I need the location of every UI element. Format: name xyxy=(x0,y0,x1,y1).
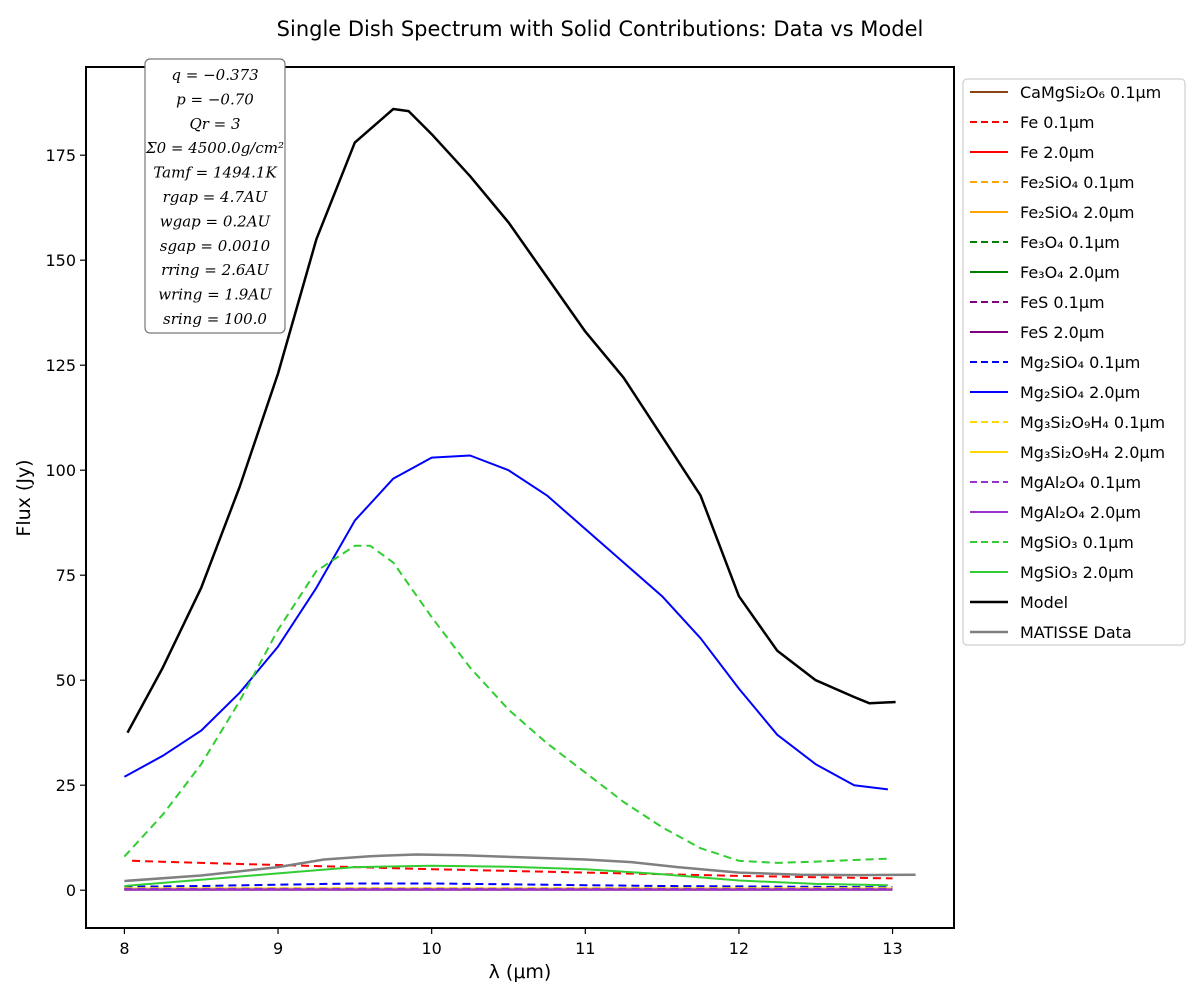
parameter-line: p = −0.70 xyxy=(176,90,254,108)
x-axis: 8 9 10 11 12 13 xyxy=(119,928,903,958)
legend-label: MgSiO₃ 2.0μm xyxy=(1020,563,1134,582)
parameter-line: Σ0 = 4500.0g/cm² xyxy=(145,139,284,157)
parameter-line: sgap = 0.0010 xyxy=(160,237,271,255)
legend-label: Mg₂SiO₄ 2.0μm xyxy=(1020,383,1140,402)
series-line-mgsio-2-0-m xyxy=(124,864,888,887)
y-tick-label: 100 xyxy=(45,461,76,480)
legend-label: FeS 0.1μm xyxy=(1020,293,1105,312)
legend-label: Fe 2.0μm xyxy=(1020,143,1094,162)
parameter-line: q = −0.373 xyxy=(171,66,258,84)
plot-area-frame xyxy=(85,66,955,929)
series-line-model xyxy=(126,107,896,734)
x-tick-label: 10 xyxy=(421,939,441,958)
y-tick-label: 175 xyxy=(45,146,76,165)
chart-title: Single Dish Spectrum with Solid Contribu… xyxy=(277,17,924,41)
x-axis-label: λ (μm) xyxy=(489,961,552,983)
x-tick-label: 11 xyxy=(575,939,595,958)
y-tick-label: 150 xyxy=(45,251,76,270)
parameter-box: q = −0.373 p = −0.70 Qr = 3 Σ0 = 4500.0g/cm… xyxy=(144,58,286,334)
x-tick-label: 8 xyxy=(119,939,129,958)
legend-label: FeS 2.0μm xyxy=(1020,323,1105,342)
series-line-mg-sio-0-1-m xyxy=(124,882,893,889)
legend-label: MgAl₂O₄ 0.1μm xyxy=(1020,473,1141,492)
y-axis: 0 25 50 75 100 125 150 175 xyxy=(45,146,86,900)
parameter-line: wring = 1.9AU xyxy=(158,286,273,304)
legend-label: MATISSE Data xyxy=(1020,623,1132,642)
parameter-line: sring = 100.0 xyxy=(163,310,267,328)
parameter-line: wgap = 0.2AU xyxy=(160,212,272,230)
y-tick-label: 50 xyxy=(56,671,76,690)
legend-label: Mg₂SiO₄ 0.1μm xyxy=(1020,353,1140,372)
y-tick-label: 75 xyxy=(56,566,76,585)
legend-label: Fe₃O₄ 0.1μm xyxy=(1020,233,1120,252)
series-line-mgsio-0-1-m xyxy=(123,544,888,864)
y-tick-label: 0 xyxy=(66,881,76,900)
y-tick-label: 25 xyxy=(56,776,76,795)
parameter-line: rgap = 4.7AU xyxy=(163,188,269,206)
x-tick-label: 12 xyxy=(729,939,749,958)
parameter-line: rring = 2.6AU xyxy=(161,261,270,279)
series-line-matisse-data xyxy=(124,853,916,883)
parameter-line: Tamf = 1494.1K xyxy=(153,164,277,182)
x-tick-label: 13 xyxy=(882,939,902,958)
y-axis-label: Flux (Jy) xyxy=(13,459,35,536)
x-tick-label: 9 xyxy=(273,939,283,958)
legend-label: Fe 0.1μm xyxy=(1020,113,1094,132)
legend: CaMgSi₂O₆ 0.1μm Fe 0.1μm Fe 2.0μm Fe₂SiO₄ 0… xyxy=(962,78,1186,646)
parameter-line: Qr = 3 xyxy=(189,115,240,133)
legend-label: Fe₂SiO₄ 2.0μm xyxy=(1020,203,1135,222)
y-tick-label: 125 xyxy=(45,356,76,375)
legend-label: Model xyxy=(1020,593,1068,612)
series-line-mg-sio-2-0-m xyxy=(123,454,889,791)
series-line-fe-0-1-m xyxy=(132,859,893,880)
legend-label: Mg₃Si₂O₉H₄ 2.0μm xyxy=(1020,443,1165,462)
legend-label: Fe₂SiO₄ 0.1μm xyxy=(1020,173,1135,192)
legend-label: Fe₃O₄ 2.0μm xyxy=(1020,263,1120,282)
legend-label: CaMgSi₂O₆ 0.1μm xyxy=(1020,83,1161,102)
legend-label: MgAl₂O₄ 2.0μm xyxy=(1020,503,1141,522)
legend-label: MgSiO₃ 0.1μm xyxy=(1020,533,1134,552)
legend-label: Mg₃Si₂O₉H₄ 0.1μm xyxy=(1020,413,1165,432)
